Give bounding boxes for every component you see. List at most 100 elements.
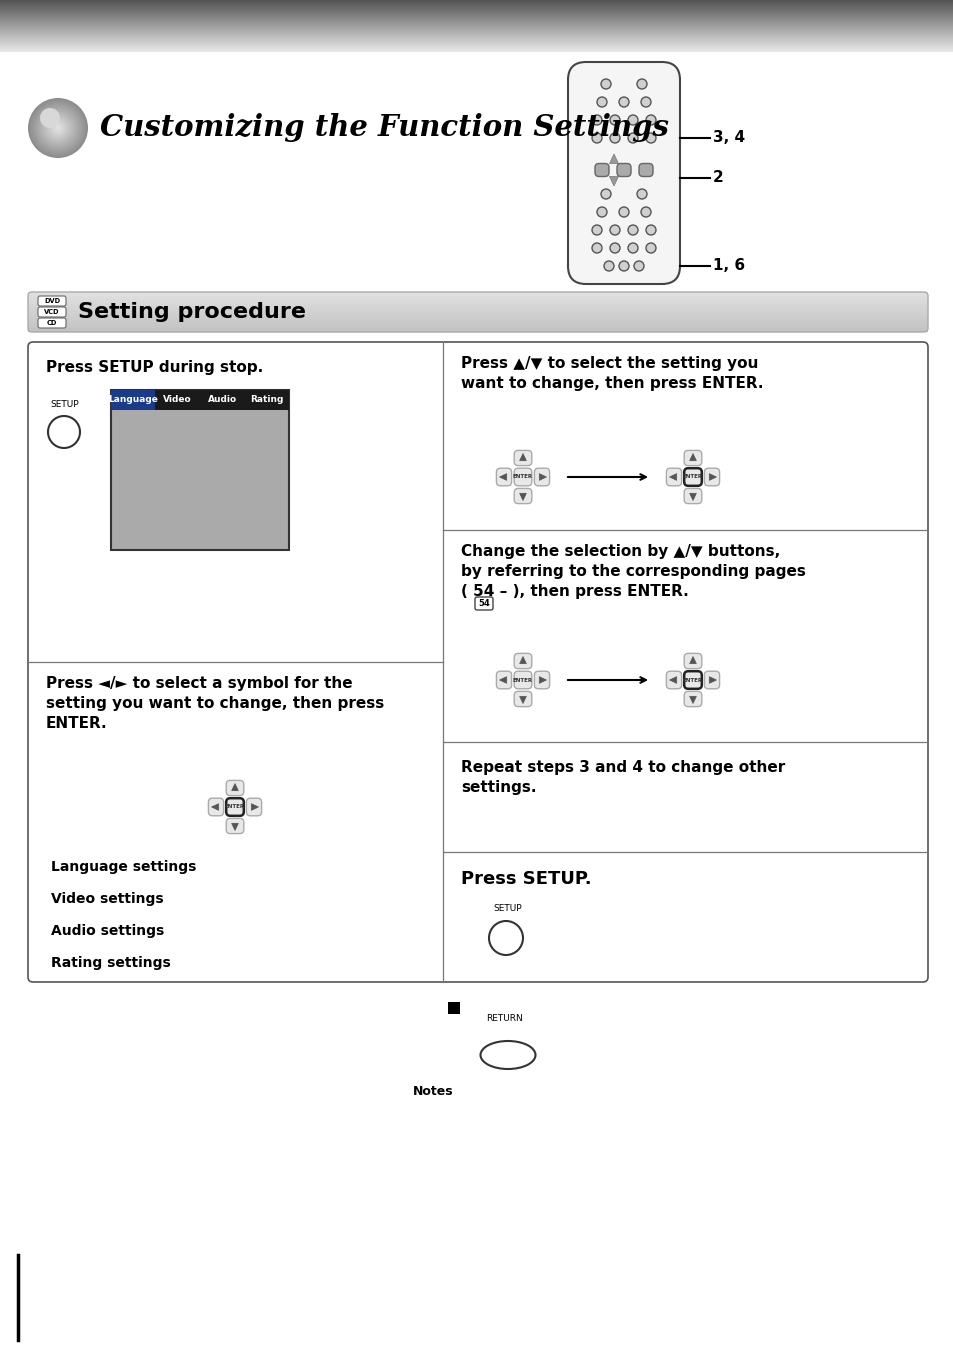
Circle shape (48, 119, 68, 137)
Circle shape (41, 111, 75, 146)
Text: Repeat steps 3 and 4 to change other
settings.: Repeat steps 3 and 4 to change other set… (460, 760, 784, 795)
Circle shape (637, 80, 646, 89)
FancyBboxPatch shape (683, 488, 701, 504)
Text: Video settings: Video settings (51, 892, 164, 906)
Polygon shape (519, 493, 526, 500)
Circle shape (45, 115, 71, 142)
Text: ENTER: ENTER (682, 474, 702, 480)
Circle shape (40, 108, 60, 128)
Bar (111, 390, 289, 550)
Text: Video: Video (163, 395, 192, 404)
FancyBboxPatch shape (683, 671, 701, 689)
Polygon shape (538, 677, 546, 683)
Circle shape (51, 121, 65, 135)
FancyBboxPatch shape (639, 163, 652, 177)
FancyBboxPatch shape (703, 468, 719, 485)
Polygon shape (689, 493, 696, 500)
Circle shape (56, 125, 60, 129)
FancyBboxPatch shape (514, 671, 531, 689)
FancyBboxPatch shape (666, 468, 680, 485)
Text: Press SETUP.: Press SETUP. (460, 869, 591, 888)
Circle shape (37, 106, 79, 150)
Polygon shape (538, 473, 546, 480)
Circle shape (43, 113, 73, 143)
Circle shape (44, 115, 71, 142)
Polygon shape (669, 677, 676, 683)
Text: 54: 54 (477, 599, 489, 608)
Polygon shape (689, 656, 696, 663)
FancyBboxPatch shape (208, 798, 223, 816)
Circle shape (32, 102, 84, 154)
Circle shape (52, 123, 64, 133)
Text: Change the selection by ▲/▼ buttons,
by referring to the corresponding pages
( 5: Change the selection by ▲/▼ buttons, by … (460, 545, 805, 599)
FancyBboxPatch shape (246, 798, 261, 816)
FancyBboxPatch shape (683, 654, 701, 669)
Bar (448, 1002, 459, 1014)
FancyBboxPatch shape (595, 163, 608, 177)
Circle shape (609, 243, 619, 253)
FancyBboxPatch shape (683, 450, 701, 465)
Circle shape (627, 243, 638, 253)
Circle shape (53, 123, 63, 133)
Text: Customizing the Function Settings: Customizing the Function Settings (100, 113, 668, 143)
Circle shape (39, 109, 77, 147)
FancyBboxPatch shape (567, 62, 679, 284)
Polygon shape (232, 824, 238, 830)
Text: Language settings: Language settings (51, 860, 196, 874)
Circle shape (600, 80, 610, 89)
Polygon shape (232, 783, 238, 791)
FancyBboxPatch shape (666, 671, 680, 689)
Text: Press SETUP during stop.: Press SETUP during stop. (46, 360, 263, 375)
Polygon shape (251, 803, 258, 810)
FancyBboxPatch shape (617, 163, 630, 177)
Polygon shape (609, 177, 618, 186)
Circle shape (645, 225, 656, 235)
Text: ENTER: ENTER (225, 805, 245, 810)
FancyBboxPatch shape (683, 468, 701, 485)
Polygon shape (499, 677, 506, 683)
Circle shape (645, 133, 656, 143)
Text: Rating settings: Rating settings (51, 956, 171, 971)
Circle shape (30, 101, 85, 155)
Circle shape (627, 225, 638, 235)
Circle shape (42, 112, 74, 144)
Text: ENTER: ENTER (682, 678, 702, 682)
FancyBboxPatch shape (226, 818, 244, 833)
Text: DVD: DVD (44, 298, 60, 305)
FancyBboxPatch shape (226, 780, 244, 795)
Circle shape (618, 262, 628, 271)
Circle shape (627, 133, 638, 143)
Circle shape (597, 97, 606, 106)
Text: 2: 2 (712, 170, 723, 186)
Text: 3, 4: 3, 4 (712, 131, 744, 146)
FancyBboxPatch shape (38, 307, 66, 317)
Text: Audio: Audio (208, 395, 236, 404)
Circle shape (645, 115, 656, 125)
Circle shape (592, 225, 601, 235)
Circle shape (35, 105, 81, 151)
FancyBboxPatch shape (514, 468, 531, 485)
Text: 1, 6: 1, 6 (712, 259, 744, 274)
Circle shape (34, 104, 82, 152)
Text: SETUP: SETUP (50, 400, 78, 408)
Circle shape (618, 208, 628, 217)
Circle shape (33, 102, 83, 154)
Circle shape (618, 97, 628, 106)
Circle shape (29, 98, 87, 156)
Polygon shape (709, 677, 716, 683)
Circle shape (634, 262, 643, 271)
Bar (111, 390, 289, 410)
Circle shape (47, 117, 69, 139)
Ellipse shape (480, 1041, 535, 1069)
Circle shape (30, 100, 86, 156)
Text: Setting procedure: Setting procedure (78, 302, 306, 322)
Polygon shape (519, 656, 526, 663)
Text: Audio settings: Audio settings (51, 923, 164, 938)
FancyBboxPatch shape (28, 342, 927, 981)
Circle shape (600, 189, 610, 200)
Circle shape (603, 262, 614, 271)
Text: VCD: VCD (44, 309, 60, 315)
FancyBboxPatch shape (534, 468, 549, 485)
FancyBboxPatch shape (38, 297, 66, 306)
FancyBboxPatch shape (226, 798, 244, 816)
